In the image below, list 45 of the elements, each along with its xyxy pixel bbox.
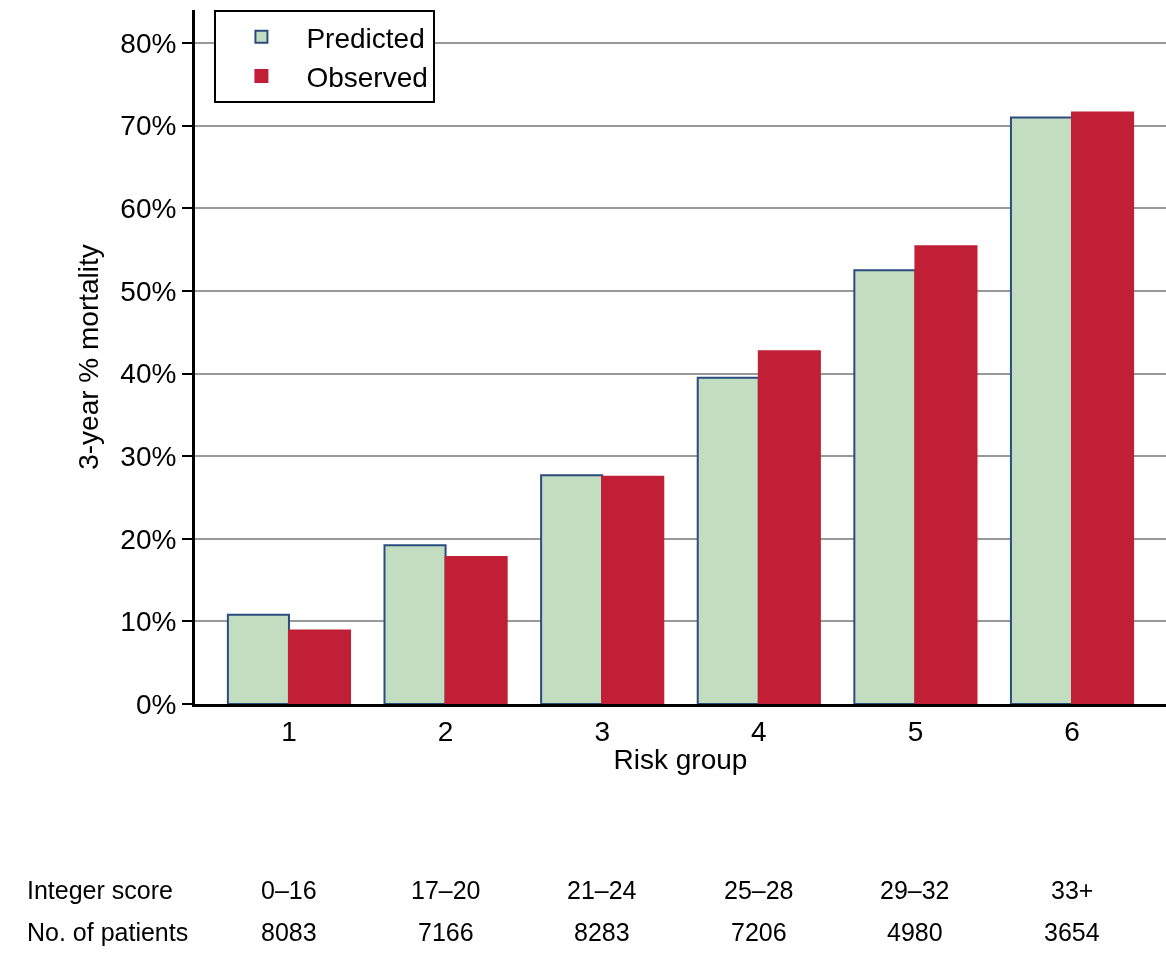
text: 7206 <box>731 918 787 946</box>
bar <box>383 544 447 704</box>
text: 0–16 <box>261 876 317 904</box>
bar <box>540 474 604 704</box>
text: 4980 <box>887 918 943 946</box>
bar <box>853 269 917 704</box>
bar <box>1009 116 1074 704</box>
x-axis-title: Risk group <box>613 743 748 775</box>
bar <box>226 613 290 704</box>
y-tick-label: 50% <box>120 275 177 307</box>
legend-label: Predicted <box>306 22 425 54</box>
text: No. of patients <box>27 918 189 946</box>
y-tick-label: 30% <box>120 440 177 472</box>
y-tick-label: 80% <box>120 27 177 59</box>
text: Integer score <box>27 876 173 904</box>
bar <box>757 350 821 704</box>
y-tick-label: 60% <box>120 193 177 225</box>
text: 3654 <box>1044 918 1100 946</box>
y-tick-label: 40% <box>120 358 177 390</box>
text: 29–32 <box>880 876 950 904</box>
bar <box>444 555 508 704</box>
text: 25–28 <box>724 876 794 904</box>
bar <box>1071 111 1135 704</box>
y-tick-label: 20% <box>120 523 177 555</box>
text: 17–20 <box>411 876 481 904</box>
x-tick-label: 6 <box>1064 715 1080 747</box>
x-tick-label: 4 <box>751 715 767 747</box>
x-tick-label: 2 <box>437 715 454 747</box>
x-tick-label: 1 <box>281 715 297 747</box>
bar <box>696 376 760 704</box>
y-tick-label: 0% <box>135 688 177 720</box>
text: 8283 <box>574 918 630 946</box>
text: 33+ <box>1051 876 1094 904</box>
y-tick-label: 70% <box>120 110 177 142</box>
text: 21–24 <box>567 876 637 904</box>
legend-label: Observed <box>306 62 428 94</box>
text: 8083 <box>261 918 317 946</box>
bar <box>914 245 978 704</box>
x-tick-label: 5 <box>907 715 924 747</box>
text: 7166 <box>418 918 474 946</box>
bar <box>601 475 665 704</box>
y-tick-label: 10% <box>120 606 177 638</box>
y-axis-title: 3-year % mortality <box>73 244 105 470</box>
x-tick-label: 3 <box>594 715 610 747</box>
bar <box>287 629 352 704</box>
